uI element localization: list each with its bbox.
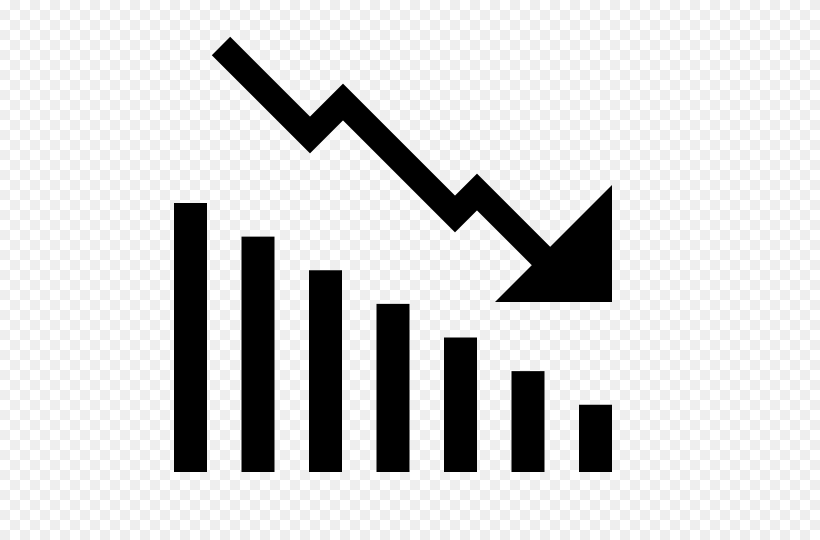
bar-group — [174, 203, 612, 472]
bar-7 — [579, 404, 612, 472]
trend-arrow-icon — [211, 36, 612, 302]
bar-5 — [444, 337, 477, 472]
bar-4 — [376, 303, 410, 472]
bar-2 — [241, 236, 275, 472]
bar-3 — [309, 270, 342, 472]
trend-arrow-head — [495, 185, 612, 302]
bar-6 — [511, 371, 545, 472]
trend-arrow-line — [211, 36, 584, 299]
bar-1 — [174, 203, 207, 472]
